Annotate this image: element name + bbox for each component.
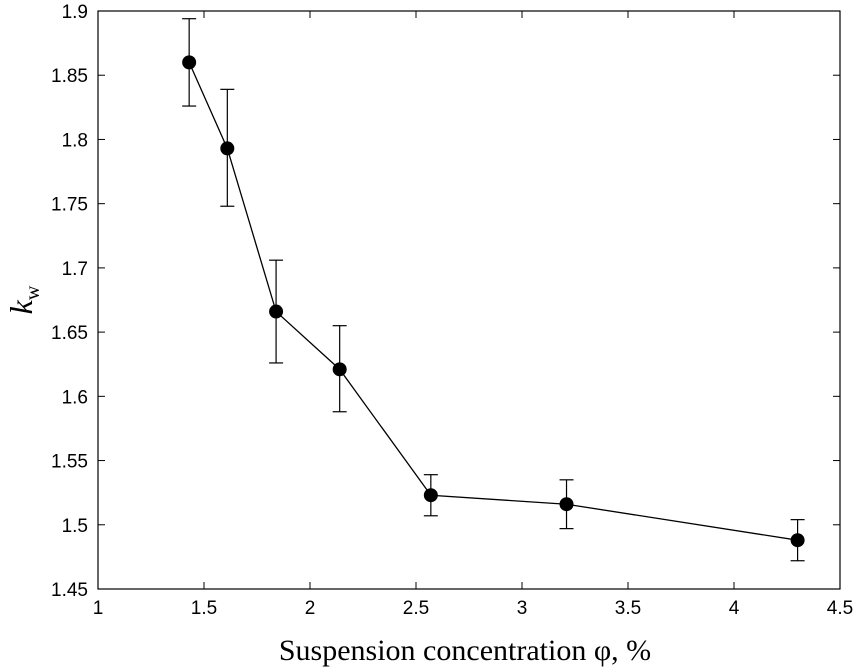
data-point bbox=[220, 141, 235, 156]
y-axis-title: kw bbox=[3, 285, 44, 314]
y-tick-label: 1.8 bbox=[62, 130, 88, 151]
y-tick-label: 1.65 bbox=[51, 323, 88, 344]
x-tick-label: 3.5 bbox=[615, 598, 641, 619]
y-axis-title-main: k bbox=[3, 299, 39, 314]
y-axis-title-sub: w bbox=[22, 285, 44, 300]
y-tick-label: 1.45 bbox=[51, 580, 88, 601]
x-tick-label: 2.5 bbox=[403, 598, 429, 619]
y-tick-label: 1.7 bbox=[62, 259, 88, 280]
x-tick-label: 1.5 bbox=[191, 598, 217, 619]
data-point bbox=[790, 533, 805, 548]
y-tick-label: 1.75 bbox=[51, 195, 88, 216]
y-tick-label: 1.6 bbox=[62, 387, 88, 408]
data-point bbox=[269, 304, 284, 319]
x-tick-label: 1 bbox=[93, 598, 104, 619]
y-axis-ticks: 1.45 1.5 1.55 1.6 1.65 1.7 1.75 1.8 1.85 1.9 bbox=[51, 2, 840, 601]
x-axis-ticks: 1 1.5 2 2.5 3 3.5 4 4.5 bbox=[93, 11, 853, 619]
x-tick-label: 2 bbox=[305, 598, 316, 619]
y-tick-label: 1.9 bbox=[62, 2, 88, 23]
x-tick-label: 3 bbox=[517, 598, 528, 619]
data-point bbox=[559, 497, 574, 512]
plot-area bbox=[97, 10, 841, 590]
data-point bbox=[332, 362, 347, 377]
y-tick-label: 1.5 bbox=[62, 516, 88, 537]
x-tick-label: 4.5 bbox=[827, 598, 853, 619]
y-tick-label: 1.55 bbox=[51, 452, 88, 473]
svg-text:kw: kw bbox=[3, 285, 44, 314]
data-point bbox=[182, 55, 197, 70]
data-point bbox=[423, 488, 438, 503]
series-layer bbox=[182, 18, 805, 562]
x-tick-label: 4 bbox=[729, 598, 740, 619]
y-tick-label: 1.85 bbox=[51, 66, 88, 87]
x-axis-title: Suspension concentration φ, % bbox=[279, 634, 651, 667]
